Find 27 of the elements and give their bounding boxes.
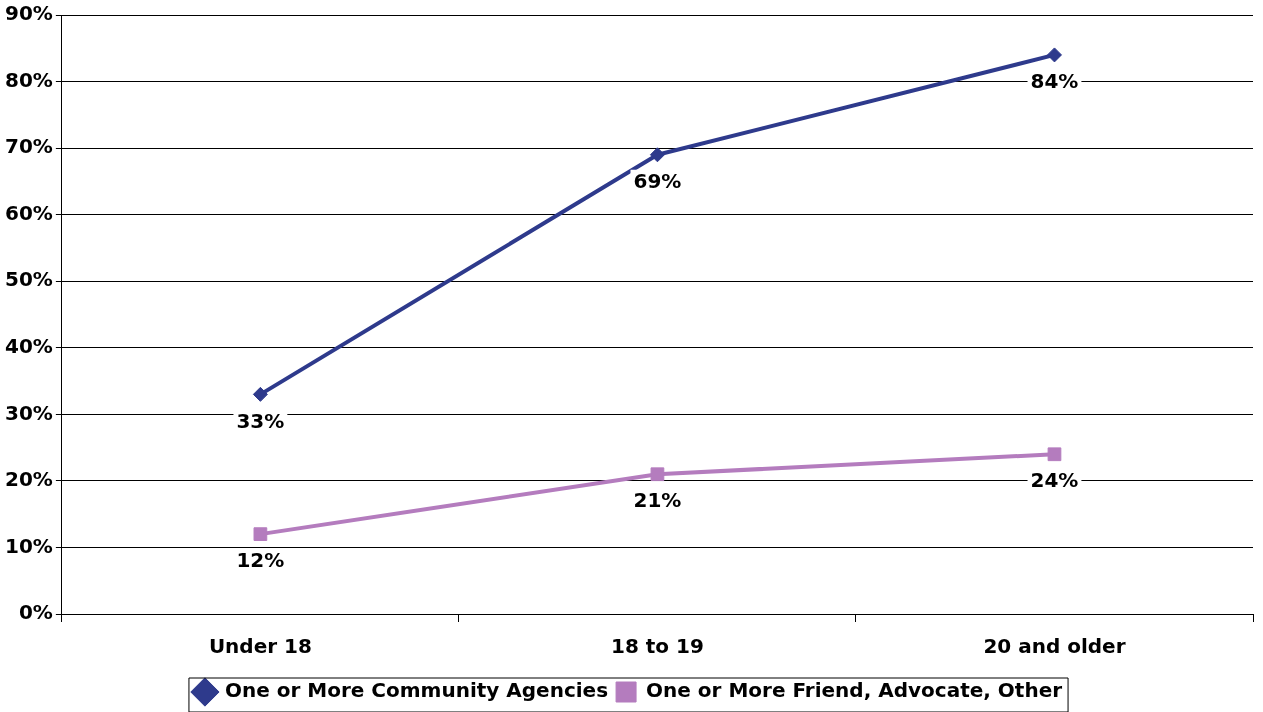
y-tick-label: 80% — [5, 67, 53, 92]
x-tick-label: 18 to 19 — [610, 634, 704, 659]
point — [252, 386, 268, 402]
y-tick-label: 40% — [5, 333, 53, 358]
point — [1047, 447, 1062, 462]
y-tick-label: 70% — [5, 134, 53, 159]
data-label: 84% — [1030, 69, 1079, 94]
y-tick-label: 10% — [5, 533, 53, 558]
legend-label: One or More Friend, Advocate, Other — [646, 678, 1063, 703]
point — [1046, 47, 1062, 63]
data-label: 69% — [633, 168, 682, 193]
y-tick-label: 60% — [5, 200, 53, 225]
data-label: 33% — [236, 408, 285, 433]
data-label: 24% — [1030, 468, 1079, 493]
point — [650, 467, 665, 482]
data-label: 12% — [236, 548, 285, 573]
point — [253, 527, 268, 541]
y-tick-label: 20% — [5, 467, 53, 492]
x-tick-label: 20 and older — [983, 634, 1126, 659]
x-tick-label: Under 18 — [208, 634, 312, 659]
y-tick-label: 30% — [5, 400, 53, 425]
y-tick-label: 0% — [18, 600, 53, 625]
data-label: 21% — [633, 488, 682, 513]
point — [649, 147, 665, 163]
y-tick-label: 50% — [5, 267, 53, 292]
legend-label: One or More Community Agencies — [224, 678, 609, 703]
y-tick-label: 90% — [5, 1, 53, 26]
